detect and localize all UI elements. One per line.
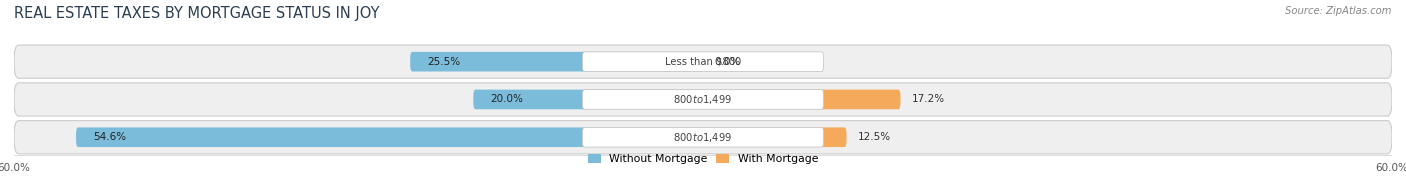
Text: 25.5%: 25.5% xyxy=(427,57,461,67)
Legend: Without Mortgage, With Mortgage: Without Mortgage, With Mortgage xyxy=(588,154,818,164)
FancyBboxPatch shape xyxy=(582,90,824,109)
FancyBboxPatch shape xyxy=(411,52,703,72)
Text: REAL ESTATE TAXES BY MORTGAGE STATUS IN JOY: REAL ESTATE TAXES BY MORTGAGE STATUS IN … xyxy=(14,6,380,21)
FancyBboxPatch shape xyxy=(76,127,703,147)
Text: 12.5%: 12.5% xyxy=(858,132,891,142)
FancyBboxPatch shape xyxy=(703,127,846,147)
FancyBboxPatch shape xyxy=(14,45,1392,78)
FancyBboxPatch shape xyxy=(14,83,1392,116)
FancyBboxPatch shape xyxy=(582,127,824,147)
Text: $800 to $1,499: $800 to $1,499 xyxy=(673,131,733,144)
Text: Less than $800: Less than $800 xyxy=(665,57,741,67)
Text: 0.0%: 0.0% xyxy=(714,57,741,67)
Text: 20.0%: 20.0% xyxy=(491,94,523,105)
FancyBboxPatch shape xyxy=(14,121,1392,154)
Text: 54.6%: 54.6% xyxy=(93,132,127,142)
FancyBboxPatch shape xyxy=(703,90,900,109)
Text: Source: ZipAtlas.com: Source: ZipAtlas.com xyxy=(1285,6,1392,16)
FancyBboxPatch shape xyxy=(582,52,824,72)
Text: 17.2%: 17.2% xyxy=(912,94,945,105)
Text: $800 to $1,499: $800 to $1,499 xyxy=(673,93,733,106)
FancyBboxPatch shape xyxy=(474,90,703,109)
